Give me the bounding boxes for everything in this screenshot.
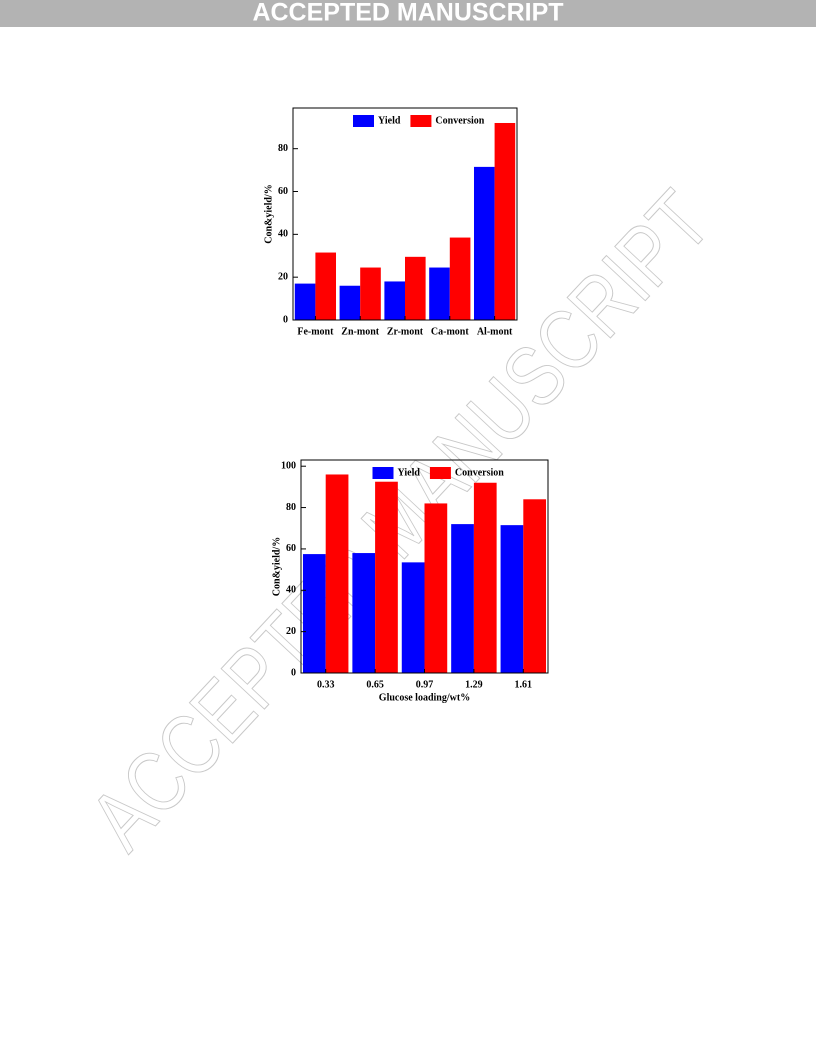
bar [473, 166, 495, 320]
bar [429, 267, 450, 320]
x-tick-label: 1.61 [515, 679, 533, 690]
bar [523, 499, 547, 673]
y-axis-label: Con&yield/% [271, 537, 282, 596]
x-tick-label: 0.65 [366, 679, 384, 690]
bar [384, 281, 405, 320]
legend-swatch [429, 467, 451, 479]
header-bar [0, 0, 816, 27]
bar [494, 122, 516, 320]
bar [500, 525, 524, 673]
bar [302, 554, 326, 673]
bar [405, 256, 426, 320]
legend-label: Yield [378, 115, 401, 126]
bar [451, 524, 474, 673]
watermark: ACCEPTED MANUSCRIPT [72, 173, 729, 867]
header-title: ACCEPTED MANUSCRIPT [252, 0, 563, 27]
y-tick-label: 80 [286, 502, 296, 513]
x-axis-label: Glucose loading/wt% [379, 692, 470, 703]
y-tick-label: 40 [286, 585, 296, 596]
x-tick-label: 0.97 [416, 679, 434, 690]
bar [424, 503, 448, 673]
legend-label: Conversion [435, 115, 484, 126]
x-tick-label: Zn-mont [341, 326, 379, 337]
legend-swatch [372, 467, 394, 479]
x-tick-label: Ca-mont [431, 326, 469, 337]
y-tick-label: 0 [291, 667, 296, 678]
y-tick-label: 60 [278, 186, 288, 197]
bar [360, 267, 381, 320]
bar [352, 553, 376, 673]
y-tick-label: 100 [281, 461, 296, 472]
bar [473, 482, 497, 673]
x-tick-label: Zr-mont [387, 326, 424, 337]
y-tick-label: 20 [278, 271, 288, 282]
x-tick-label: Fe-mont [297, 326, 334, 337]
y-tick-label: 80 [278, 143, 288, 154]
bar [401, 562, 425, 673]
x-tick-label: 1.29 [465, 679, 483, 690]
x-tick-label: Al-mont [477, 326, 513, 337]
legend-swatch [353, 115, 374, 127]
y-tick-label: 20 [286, 626, 296, 637]
y-axis-label: Con&yield/% [263, 184, 274, 243]
bar [339, 285, 361, 320]
x-tick-label: 0.33 [317, 679, 335, 690]
bar [294, 283, 316, 320]
legend-label: Yield [398, 467, 421, 478]
legend-label: Conversion [455, 467, 504, 478]
bar [315, 252, 337, 320]
bar [325, 474, 349, 673]
bar [375, 481, 398, 673]
y-tick-label: 40 [278, 229, 288, 240]
y-tick-label: 60 [286, 543, 296, 554]
bar [449, 237, 471, 320]
y-tick-label: 0 [283, 314, 288, 325]
legend-swatch [410, 115, 432, 127]
